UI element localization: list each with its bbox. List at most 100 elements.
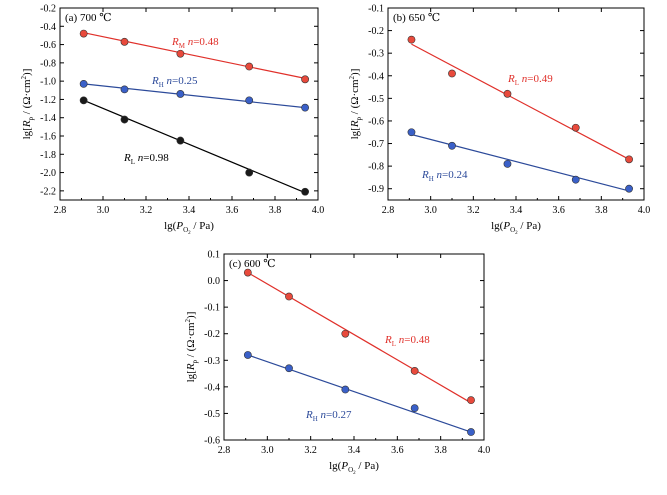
series-l-point xyxy=(571,123,580,132)
y-tick-label: -0.7 xyxy=(368,139,384,150)
series-h-point xyxy=(285,364,293,373)
x-tick-label: 3.6 xyxy=(226,205,239,216)
x-tick-label: 3.0 xyxy=(261,445,274,456)
y-tick-label: -0.9 xyxy=(368,184,384,195)
series-l-point xyxy=(176,136,185,145)
series-l-point xyxy=(79,96,88,105)
panel-label: (b) 650 ℃ xyxy=(393,12,440,24)
x-axis-label: lg(PO2 / Pa) xyxy=(329,460,379,476)
series-l-fit-line xyxy=(411,43,630,160)
series-l-point xyxy=(341,329,350,338)
y-tick-label: -0.5 xyxy=(204,409,220,420)
series-h-point xyxy=(79,79,88,88)
series-h-label: RH n=0.25 xyxy=(151,75,198,89)
series-h-fit-line xyxy=(247,354,472,433)
panel-label: (a) 700 ℃ xyxy=(65,12,112,24)
series-m-point xyxy=(301,75,309,84)
y-tick-label: -1.2 xyxy=(40,95,56,106)
x-tick-label: 3.2 xyxy=(140,205,153,216)
series-l-point xyxy=(243,268,252,277)
y-tick-label: -0.4 xyxy=(204,382,220,393)
x-tick-label: 3.8 xyxy=(269,205,282,216)
y-axis-label: lg[Rp / (Ω·cm2)] xyxy=(184,312,199,383)
x-tick-label: 2.8 xyxy=(218,445,231,456)
series-h-point xyxy=(410,404,419,413)
series-h-label: RH n=0.24 xyxy=(421,169,468,183)
y-tick-label: -1.6 xyxy=(40,132,56,143)
x-tick-label: 4.0 xyxy=(312,205,325,216)
series-m-point xyxy=(245,62,254,71)
y-tick-label: -0.3 xyxy=(368,49,384,60)
y-tick-label: -1.4 xyxy=(40,113,56,124)
series-h-fit-line xyxy=(83,83,306,109)
y-tick-label: 0.1 xyxy=(208,250,221,261)
y-tick-label: -0.3 xyxy=(204,356,220,367)
series-l-point xyxy=(448,69,456,78)
series-l-label: RL n=0.49 xyxy=(507,73,553,87)
series-h-point xyxy=(245,96,254,105)
y-tick-label: -0.1 xyxy=(368,4,384,15)
x-axis-label: lg(PO2 / Pa) xyxy=(491,220,541,236)
x-tick-label: 3.6 xyxy=(552,205,565,216)
chart-panel-a: 2.8 3.0 3.2 3.4 3.6 3.8 4.0 -2.2 -2.0 -1.8 -1.6 -1.… xyxy=(20,4,324,237)
y-tick-label: -0.4 xyxy=(368,71,384,82)
x-tick-label: 3.8 xyxy=(595,205,608,216)
series-h-point xyxy=(341,385,350,394)
series-l-label: RL n=0.48 xyxy=(384,334,430,348)
x-tick-label: 2.8 xyxy=(54,205,67,216)
series-l-point xyxy=(120,115,129,124)
x-tick-label: 4.0 xyxy=(638,205,651,216)
series-h-point xyxy=(467,428,475,436)
x-tick-label: 4.0 xyxy=(478,445,491,456)
y-tick-label: -0.5 xyxy=(368,94,384,105)
series-l-fit-line xyxy=(247,272,472,404)
panel-label: (c) 600 ℃ xyxy=(229,258,276,270)
y-tick-label: -0.8 xyxy=(40,58,56,69)
series-h-point xyxy=(301,103,309,112)
y-tick-label: 0.0 xyxy=(208,276,221,287)
series-h-point xyxy=(176,90,185,98)
y-tick-label: -0.2 xyxy=(40,4,56,15)
y-tick-label: -1.0 xyxy=(40,77,56,88)
series-h-point xyxy=(407,128,416,137)
x-tick-label: 3.6 xyxy=(391,445,404,456)
x-tick-label: 3.0 xyxy=(424,205,437,216)
series-h-point xyxy=(120,85,129,94)
x-axis-label: lg(PO2 / Pa) xyxy=(164,220,214,236)
x-tick-label: 3.4 xyxy=(183,205,196,216)
y-tick-label: -0.4 xyxy=(40,22,56,33)
series-l-point xyxy=(407,35,416,44)
series-l-point xyxy=(285,292,293,301)
y-tick-label: -0.2 xyxy=(368,26,384,37)
x-tick-label: 3.4 xyxy=(348,445,361,456)
x-tick-label: 3.2 xyxy=(467,205,480,216)
series-h-fit-line xyxy=(411,133,630,192)
y-axis-label: lg[Rp / (Ω·cm2)] xyxy=(20,69,35,140)
series-l-point xyxy=(245,168,254,177)
series-l-label: RL n=0.98 xyxy=(123,152,169,166)
series-m-label: RM n=0.48 xyxy=(171,36,219,50)
x-tick-label: 3.8 xyxy=(434,445,447,456)
x-tick-label: 3.4 xyxy=(510,205,523,216)
y-tick-label: -0.1 xyxy=(204,303,220,314)
series-m-point xyxy=(79,29,88,38)
series-m-point xyxy=(176,49,185,58)
y-tick-label: -0.6 xyxy=(40,40,56,51)
series-l-point xyxy=(625,155,633,164)
y-tick-label: -2.2 xyxy=(40,186,56,197)
series-l-fit-line xyxy=(83,99,306,194)
chart-panel-c: 2.8 3.0 3.2 3.4 3.6 3.8 4.0 -0.6 -0.5 -0.4 -0.3 -0.… xyxy=(184,250,490,477)
y-tick-label: -0.6 xyxy=(368,116,384,127)
chart-panel-b: 2.8 3.0 3.2 3.4 3.6 3.8 4.0 -0.9 -0.8 -0.7 -0.6 -0.… xyxy=(348,4,650,237)
series-h-point xyxy=(448,141,456,150)
series-h-point xyxy=(503,159,512,168)
series-m-fit-line xyxy=(83,32,306,79)
series-h-label: RH n=0.27 xyxy=(305,409,352,423)
x-tick-label: 2.8 xyxy=(382,205,395,216)
series-l-point xyxy=(301,187,309,196)
y-tick-label: -1.8 xyxy=(40,150,56,161)
y-tick-label: -0.6 xyxy=(204,436,220,447)
x-tick-label: 3.0 xyxy=(97,205,110,216)
x-tick-label: 3.2 xyxy=(304,445,317,456)
